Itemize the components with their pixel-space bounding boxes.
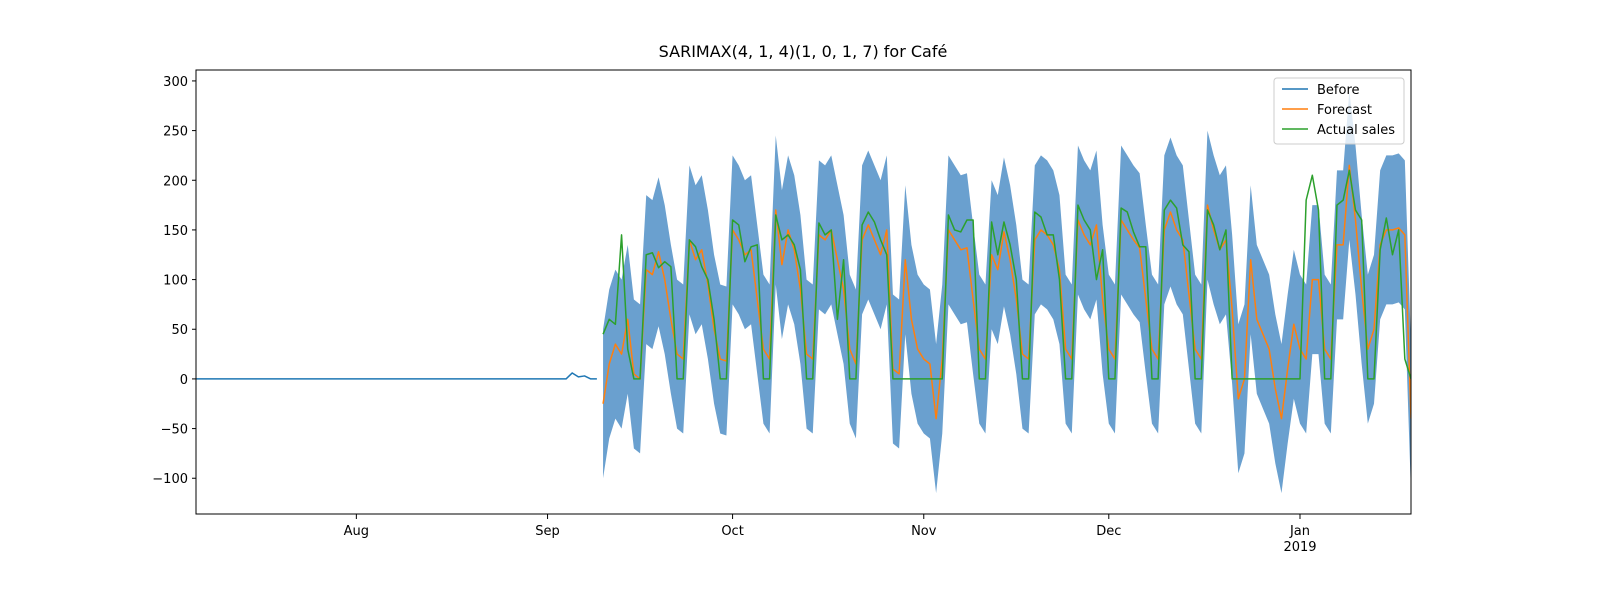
x-tick-label: Aug	[344, 524, 369, 539]
y-tick-label: 100	[163, 274, 188, 289]
x-tick-label: Nov	[911, 524, 937, 539]
x-tick-label: Sep	[535, 524, 560, 539]
axes-frame	[195, 69, 1412, 515]
plot-area	[196, 90, 1411, 494]
y-tick-label: −100	[152, 472, 188, 487]
y-tick-label: 50	[171, 323, 188, 338]
series-line	[196, 372, 597, 380]
chart-title: SARIMAX(4, 1, 4)(1, 0, 1, 7) for Café	[659, 42, 948, 61]
y-tick-label: −50	[161, 423, 188, 438]
legend-label: Actual sales	[1317, 123, 1395, 138]
y-tick-label: 150	[163, 224, 188, 239]
legend-box	[1273, 77, 1405, 145]
y-tick-label: 250	[163, 125, 188, 140]
y-tick-label: 200	[163, 174, 188, 189]
x-tick-label: Dec	[1096, 524, 1121, 539]
series-line	[602, 169, 1411, 380]
x-tick-label: Oct	[721, 524, 743, 539]
legend-label: Before	[1317, 83, 1360, 98]
x-tick-label: Jan 2019	[1283, 524, 1316, 555]
y-tick-label: 0	[180, 373, 188, 388]
legend: Before Forecast Actual sales	[1273, 77, 1405, 145]
confidence-band	[603, 90, 1411, 494]
y-tick-label: 300	[163, 75, 188, 90]
legend-label: Forecast	[1317, 103, 1372, 118]
series-line	[602, 164, 1411, 420]
